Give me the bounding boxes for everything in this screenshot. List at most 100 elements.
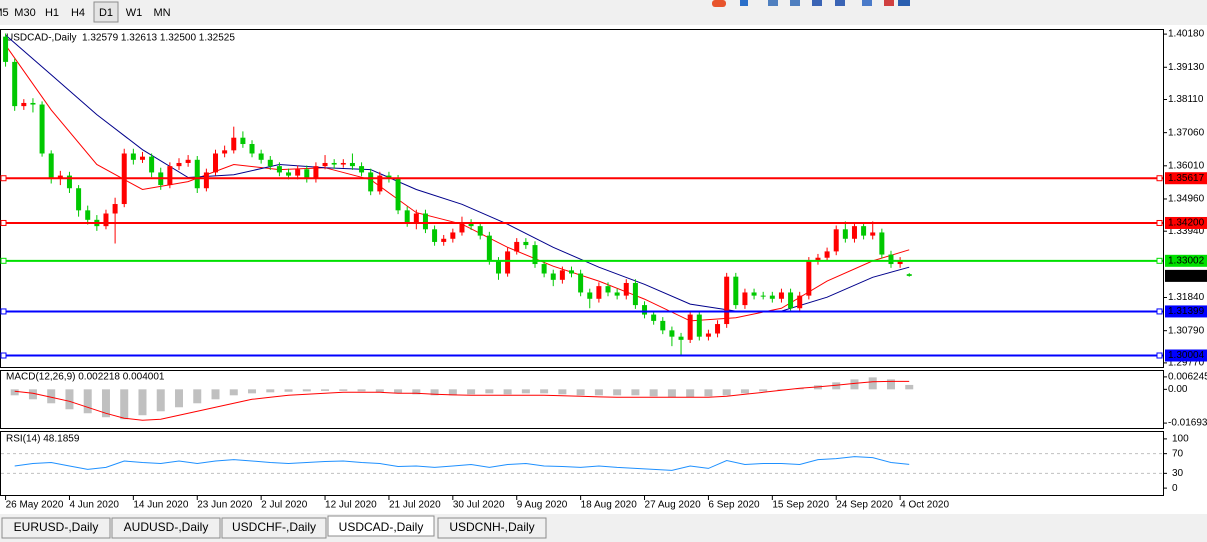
- y-tick-label: 0.00: [1168, 384, 1188, 395]
- y-tick-label: 1.30790: [1168, 325, 1205, 336]
- candle-body: [632, 282, 638, 306]
- signal-line: [14, 380, 910, 421]
- candle-body: [30, 102, 36, 105]
- tab[interactable]: USDCAD-,Daily: [327, 515, 435, 537]
- candle-body: [495, 260, 501, 274]
- level-label-box: [1165, 254, 1207, 267]
- timeframe-button[interactable]: H1: [45, 7, 59, 19]
- timeframe-label: H1: [45, 7, 59, 19]
- last-price-label: 1.32525: [1168, 271, 1205, 282]
- y-tick-label: -0.016933: [1168, 418, 1207, 429]
- rsi-line: [14, 456, 910, 471]
- level-handle: [1156, 257, 1163, 264]
- tab[interactable]: EURUSD-,Daily: [1, 517, 111, 539]
- candle-body: [112, 204, 118, 214]
- level-label-box: [1165, 349, 1207, 362]
- candle-body: [550, 273, 556, 280]
- level-label: 1.31399: [1168, 306, 1205, 317]
- candle-body: [897, 260, 903, 265]
- macd-bar: [722, 389, 731, 396]
- candle-body: [559, 270, 565, 280]
- candle-body: [213, 153, 219, 173]
- macd-panel: [0, 370, 1164, 429]
- candle-body: [532, 245, 538, 265]
- candle-body: [267, 159, 273, 167]
- candle-body: [450, 232, 456, 239]
- level-label-box: [1165, 305, 1207, 318]
- level-handle: [1156, 308, 1163, 315]
- icon: [712, 0, 726, 7]
- candle-body: [459, 222, 465, 233]
- candle-body: [39, 104, 45, 154]
- y-tick-label: 70: [1172, 448, 1184, 459]
- candle-body: [249, 144, 255, 154]
- candle-body: [85, 210, 91, 220]
- icon: [812, 0, 822, 6]
- candle-body: [870, 232, 876, 236]
- candle-body: [851, 226, 857, 239]
- macd-bar: [339, 389, 348, 391]
- candle-body: [48, 153, 54, 179]
- quote: 1.32579 1.32613 1.32500 1.32525: [82, 33, 235, 44]
- macd-bar: [667, 389, 676, 398]
- macd-bar: [412, 389, 421, 395]
- candle-body: [203, 172, 209, 189]
- macd-bar: [649, 389, 658, 397]
- level-label-box: [1165, 216, 1207, 229]
- tab[interactable]: USDCNH-,Daily: [437, 517, 547, 539]
- candle-body: [368, 172, 374, 192]
- tab[interactable]: AUDUSD-,Daily: [111, 517, 221, 539]
- timeframe-button[interactable]: D1: [93, 1, 119, 23]
- macd-bar: [430, 389, 439, 396]
- x-tick-label: 18 Aug 2020: [581, 500, 638, 511]
- candle-body: [12, 61, 18, 107]
- x-tick-label: 27 Aug 2020: [645, 500, 702, 511]
- x-tick-label: 15 Sep 2020: [772, 500, 829, 511]
- candle-body: [541, 264, 547, 274]
- macd-bar: [832, 382, 841, 390]
- icon: [898, 0, 910, 6]
- macd-title: MACD(12,26,9) 0.002218 0.004001: [6, 372, 165, 383]
- level-handle: [1156, 352, 1163, 359]
- candle-body: [733, 276, 739, 306]
- y-tick-label: 1.37060: [1168, 127, 1205, 138]
- candle-body: [468, 222, 474, 227]
- timeframe-button[interactable]: W1: [126, 7, 143, 19]
- candle-body: [751, 292, 757, 296]
- candle-body: [879, 232, 885, 255]
- tab[interactable]: USDCHF-,Daily: [221, 517, 327, 539]
- candle-body: [906, 274, 912, 276]
- candle-body: [313, 166, 319, 179]
- candle-body: [322, 162, 328, 167]
- candle-body: [349, 162, 355, 167]
- candle-body: [587, 292, 593, 299]
- macd-bar: [101, 389, 110, 418]
- macd-bar: [83, 389, 92, 414]
- x-tick-label: 23 Jun 2020: [197, 500, 252, 511]
- timeframe-button[interactable]: M5: [0, 7, 9, 19]
- timeframe-button[interactable]: M30: [14, 7, 35, 19]
- y-tick-label: 30: [1172, 468, 1184, 479]
- macd-bar: [886, 379, 895, 390]
- timeframe-button[interactable]: H4: [71, 7, 85, 19]
- tab-shape: [111, 517, 221, 539]
- macd-bar: [321, 389, 330, 391]
- candle-body: [514, 241, 520, 252]
- y-tick-label: 1.31840: [1168, 292, 1205, 303]
- timeframe-label: M5: [0, 7, 9, 19]
- x-tick-label: 4 Oct 2020: [900, 500, 949, 511]
- candle-body: [769, 295, 775, 299]
- tab-label: USDCNH-,Daily: [449, 520, 534, 534]
- candle-body: [605, 286, 611, 293]
- timeframe-button[interactable]: MN: [153, 7, 170, 19]
- macd-bar: [850, 379, 859, 390]
- candle-body: [505, 251, 511, 274]
- level-label-box: [1165, 172, 1207, 185]
- tab-shape: [327, 515, 435, 537]
- tab-label: EURUSD-,Daily: [14, 520, 99, 534]
- macd-bar: [248, 389, 257, 394]
- candle-body: [696, 314, 702, 337]
- candle-body: [295, 169, 301, 176]
- candle-body: [21, 102, 27, 107]
